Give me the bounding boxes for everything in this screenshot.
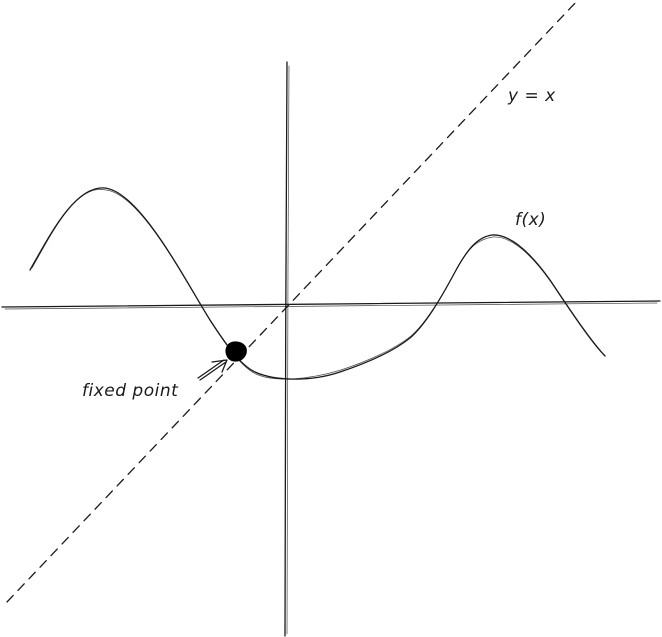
pointer-arrow-icon [197,359,228,381]
identity-line-label: y = x [507,86,556,106]
identity-line [6,0,579,603]
fixed-point-label: fixed point [82,381,179,401]
x-axis [1,300,661,310]
fixed-point-marker [225,341,247,362]
function-curve [29,187,606,380]
function-label: f(x) [515,210,546,230]
y-axis [284,61,290,637]
